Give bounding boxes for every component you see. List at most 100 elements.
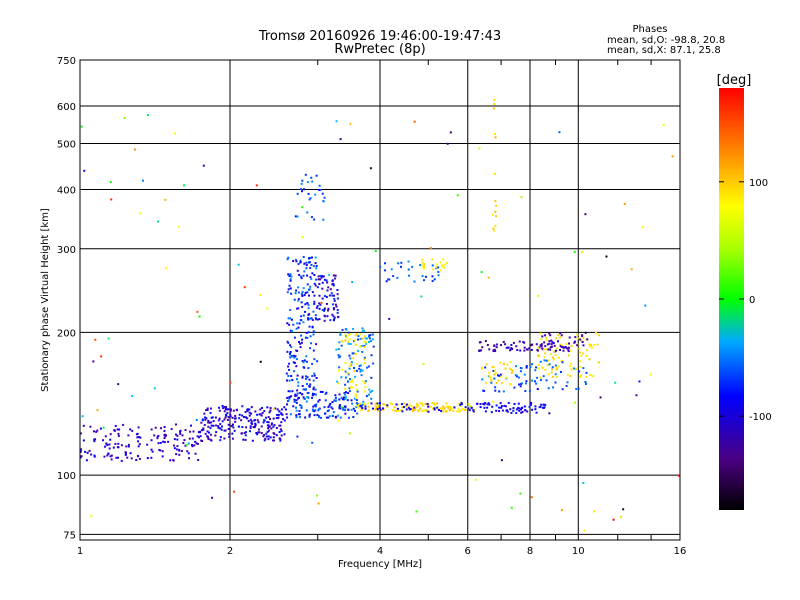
data-point [311, 392, 314, 395]
data-point [677, 474, 680, 477]
data-point [488, 348, 491, 351]
data-point [518, 409, 521, 412]
data-point [256, 419, 259, 422]
data-point [565, 342, 568, 345]
data-point [261, 412, 264, 415]
data-point [99, 427, 102, 430]
data-point [226, 418, 229, 421]
data-point [227, 427, 230, 430]
data-point [312, 388, 315, 391]
data-point [267, 427, 270, 430]
data-point [231, 416, 234, 419]
data-point [592, 375, 595, 378]
data-point [350, 379, 353, 382]
data-point [483, 403, 486, 406]
data-point [506, 410, 509, 413]
data-point [333, 294, 336, 297]
data-point [289, 390, 292, 393]
data-point [408, 274, 411, 277]
data-point [278, 437, 281, 440]
data-point [492, 349, 495, 352]
data-point [417, 410, 420, 413]
data-point [323, 319, 326, 322]
data-point [301, 376, 304, 379]
data-point [322, 200, 325, 203]
data-point [212, 424, 215, 427]
data-point [312, 265, 315, 268]
data-point [388, 317, 391, 320]
data-point [409, 408, 412, 411]
data-point [287, 374, 290, 377]
data-point [354, 352, 357, 355]
data-point [439, 261, 442, 264]
data-point [309, 347, 312, 350]
data-point [205, 417, 208, 420]
data-point [182, 441, 185, 444]
data-point [294, 292, 297, 295]
data-point [303, 270, 306, 273]
data-point [183, 439, 186, 442]
data-point [299, 259, 302, 262]
data-point [269, 406, 272, 409]
data-point [495, 382, 498, 385]
data-point [500, 344, 503, 347]
data-point [504, 376, 507, 379]
data-point [524, 382, 527, 385]
data-point [290, 395, 293, 398]
data-point [293, 356, 296, 359]
data-point [311, 180, 314, 183]
data-point [306, 376, 309, 379]
data-point [547, 373, 550, 376]
data-point [294, 406, 297, 409]
data-point [549, 346, 552, 349]
data-point [187, 457, 190, 460]
data-point [495, 343, 498, 346]
data-point [578, 347, 581, 350]
data-point [538, 406, 541, 409]
data-point [347, 416, 350, 419]
data-point [267, 416, 270, 419]
data-point [344, 396, 347, 399]
data-point [442, 408, 445, 411]
data-point [331, 407, 334, 410]
data-point [265, 432, 268, 435]
data-point [211, 416, 214, 419]
data-point [163, 437, 166, 440]
data-point [325, 391, 328, 394]
data-point [226, 412, 229, 415]
data-point [412, 407, 415, 410]
data-point [355, 402, 358, 405]
data-point [256, 413, 259, 416]
data-point [307, 318, 310, 321]
data-point [300, 182, 303, 185]
data-point [276, 408, 279, 411]
data-point [139, 212, 142, 215]
data-point [506, 363, 509, 366]
data-point [272, 436, 275, 439]
data-point [349, 362, 352, 365]
data-point [234, 420, 237, 423]
data-point [347, 373, 350, 376]
data-point [556, 366, 559, 369]
data-point [370, 402, 373, 405]
data-point [234, 414, 237, 417]
data-point [363, 329, 366, 332]
data-point [286, 291, 289, 294]
data-point [566, 347, 569, 350]
data-point [308, 414, 311, 417]
data-point [165, 267, 168, 270]
data-point [614, 381, 617, 384]
data-point [528, 347, 531, 350]
data-point [540, 345, 543, 348]
data-point [439, 269, 442, 272]
data-point [263, 439, 266, 442]
data-point [520, 382, 523, 385]
data-point [146, 114, 149, 117]
data-point [207, 419, 210, 422]
data-point [280, 421, 283, 424]
data-point [642, 226, 645, 229]
data-point [305, 383, 308, 386]
data-point [442, 265, 445, 268]
data-point [291, 378, 294, 381]
data-point [339, 355, 342, 358]
